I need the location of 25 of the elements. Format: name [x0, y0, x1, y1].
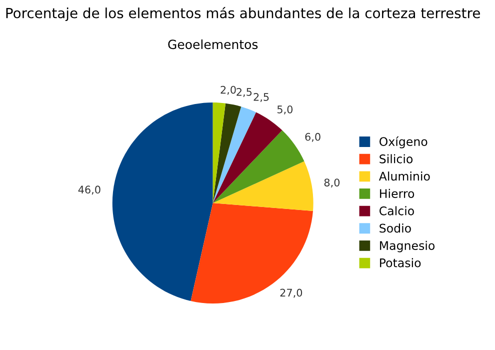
pie-slice [212, 161, 314, 211]
chart-title: Porcentaje de los elementos más abundantes de la corteza terrestre [6, 7, 480, 21]
legend-label: Sodio [380, 224, 411, 233]
legend-label: Oxígeno [380, 136, 428, 148]
pie-slice [112, 102, 213, 301]
legend-label: Potasio [380, 258, 421, 268]
data-label: 46,0 [78, 186, 100, 195]
data-label: 5,0 [277, 105, 293, 114]
pie-slice [212, 106, 256, 203]
data-label: 6,0 [305, 132, 320, 142]
data-label: 27,0 [280, 288, 302, 298]
data-label: 2,5 [254, 93, 269, 102]
data-label: 2,5 [236, 88, 252, 97]
legend-label: Calcio [380, 206, 414, 216]
chart-subtitle: Geoelementos [168, 39, 258, 50]
pie-slice [190, 203, 313, 304]
legend-label: Silicio [380, 154, 413, 164]
pie-slice [212, 103, 242, 203]
legend-label: Magnesio [380, 240, 435, 252]
legend-label: Hierro [380, 188, 414, 198]
pie-slice [212, 130, 304, 203]
data-label: 8,0 [324, 178, 340, 188]
legend-label: Aluminio [378, 172, 430, 181]
data-label: 2,0 [220, 86, 236, 95]
pie-slice [212, 102, 226, 203]
